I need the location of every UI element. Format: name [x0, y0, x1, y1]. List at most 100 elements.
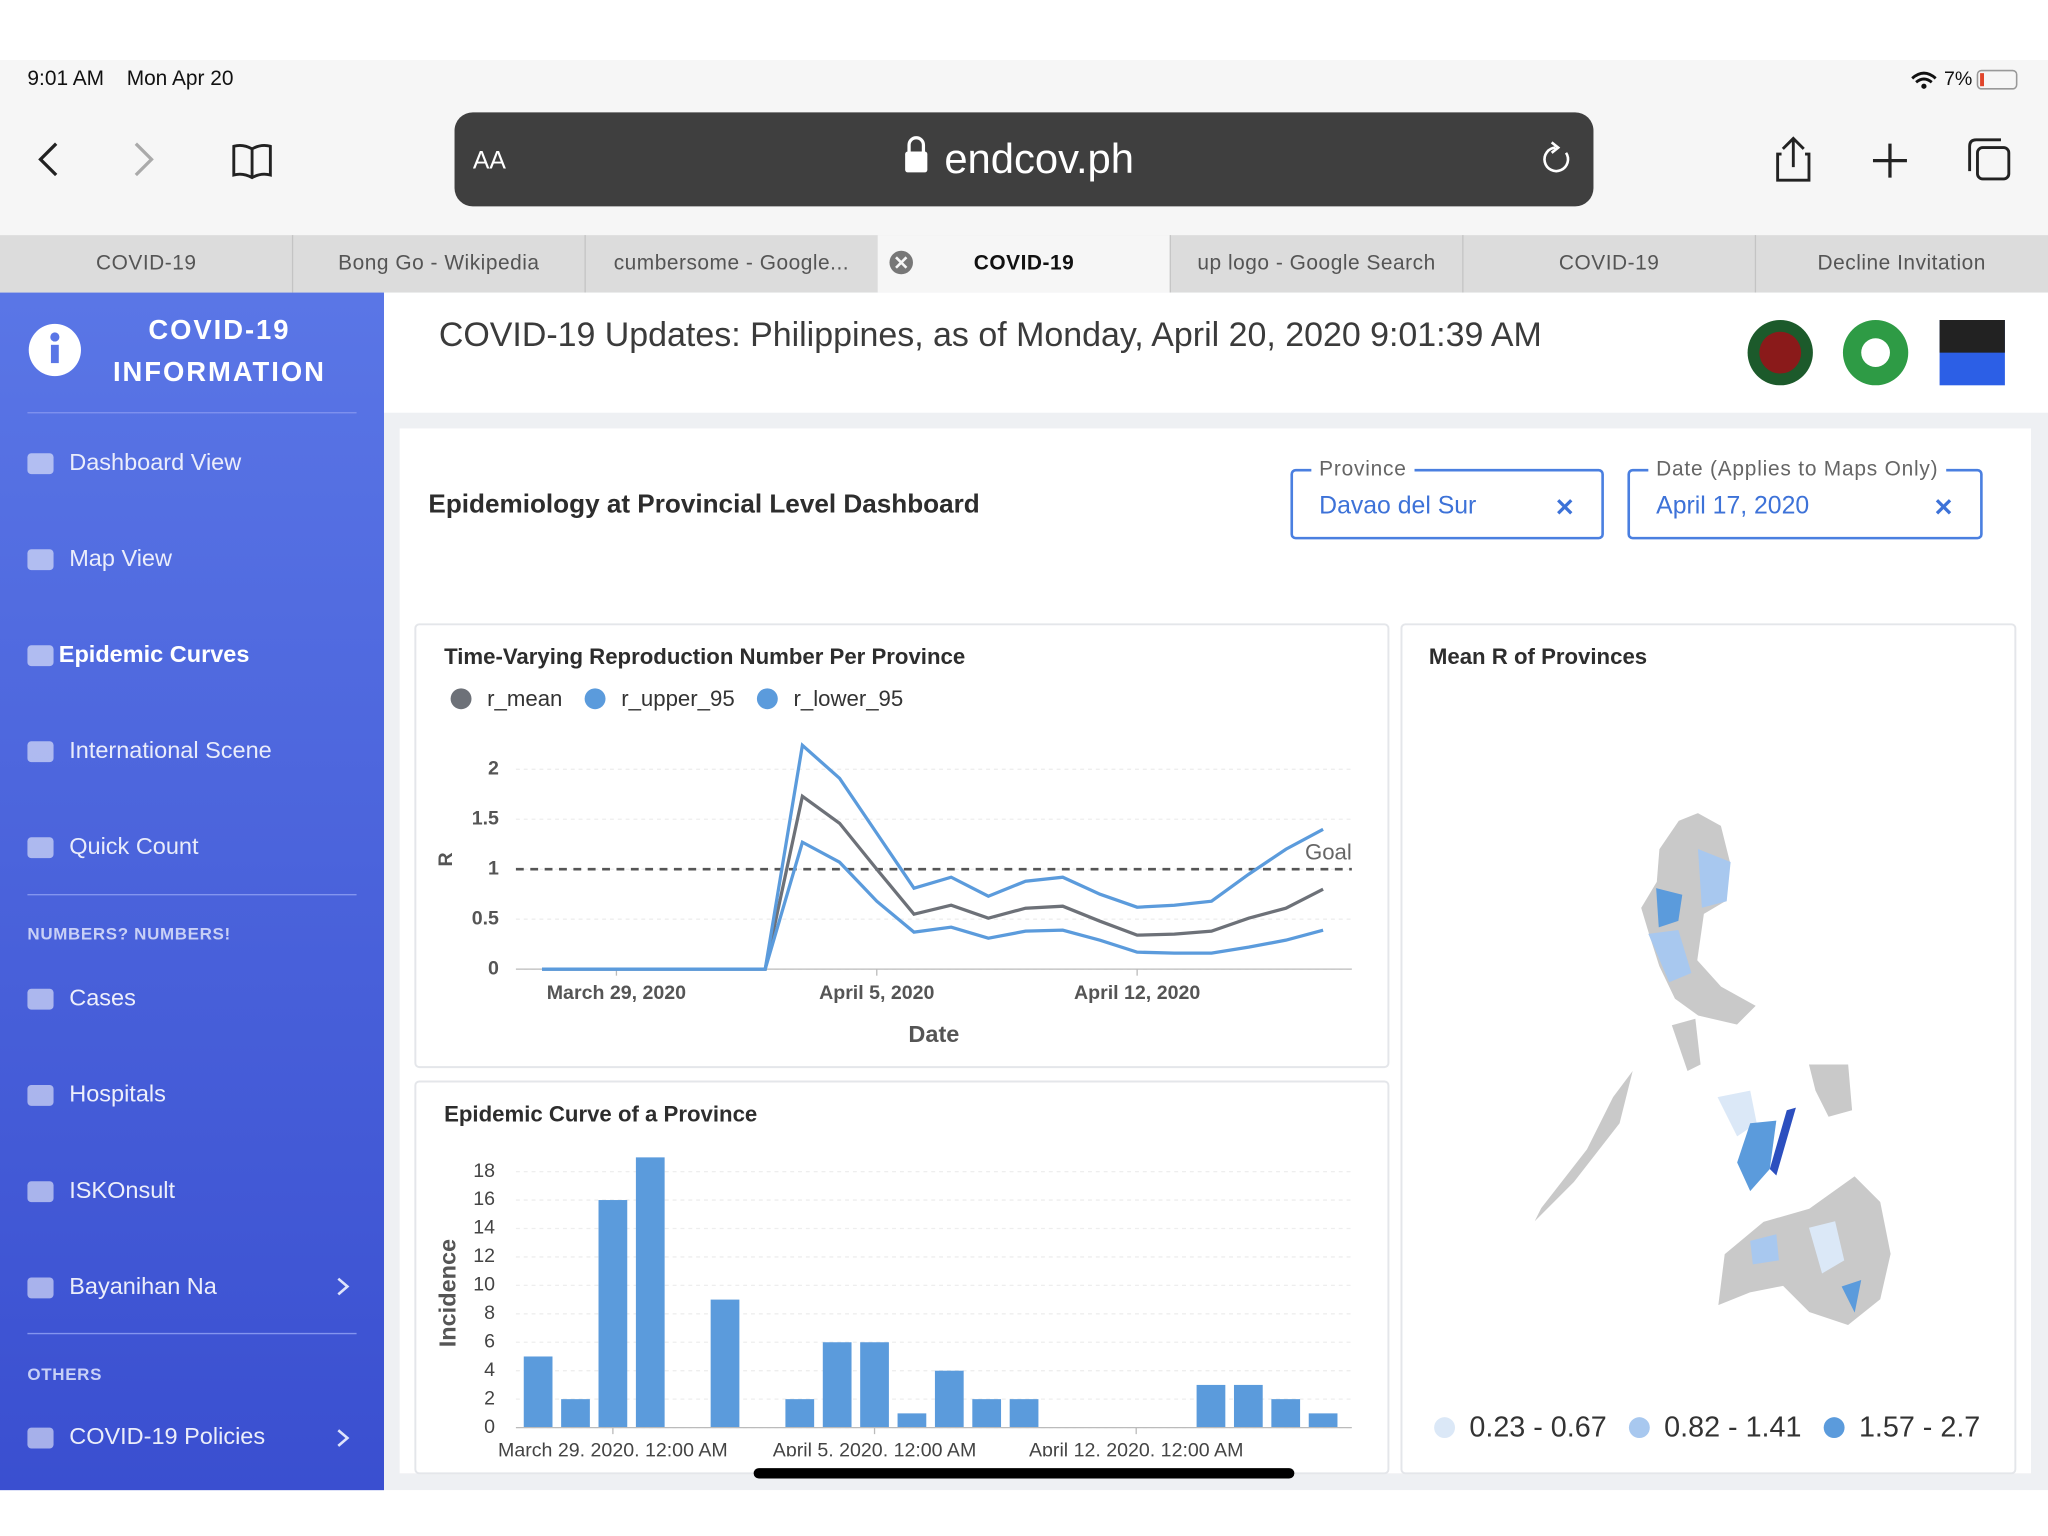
tab[interactable]: COVID-19	[1559, 251, 1659, 274]
map-region	[1750, 1234, 1779, 1265]
back-button[interactable]	[38, 142, 58, 177]
nav-icon	[27, 453, 54, 475]
filter-box[interactable]	[1290, 468, 1604, 540]
nav-item[interactable]: COVID-19 Policies	[69, 1423, 265, 1449]
forward-button[interactable]	[134, 142, 154, 177]
nav-item[interactable]: Hospitals	[69, 1081, 166, 1107]
nav-icon	[27, 741, 54, 763]
filter-clear[interactable]	[1557, 499, 1573, 515]
legend-swatch	[756, 688, 778, 710]
legend-label: 1.57 - 2.7	[1859, 1411, 1980, 1443]
tab[interactable]: COVID-19	[96, 251, 196, 274]
x-tick-label: April 5, 2020	[819, 982, 934, 1004]
bookmarks-button[interactable]	[232, 143, 272, 180]
nav-item[interactable]: Bayanihan Na	[69, 1273, 218, 1299]
y-tick-label: 4	[484, 1359, 495, 1381]
bottom-margin	[0, 1490, 2048, 1536]
nav-item[interactable]: Epidemic Curves	[59, 641, 250, 667]
tab[interactable]: COVID-19	[974, 251, 1074, 274]
info-icon-stem	[50, 344, 59, 364]
status-date: Mon Apr 20	[127, 67, 234, 90]
y-tick-label: 0	[488, 957, 499, 979]
bar	[897, 1413, 927, 1428]
bar	[561, 1399, 590, 1428]
tab[interactable]: Decline Invitation	[1818, 251, 1986, 274]
legend-label: 0.23 - 0.67	[1469, 1411, 1606, 1443]
y-tick-label: 18	[473, 1160, 495, 1182]
new-tab-button[interactable]	[1872, 143, 1907, 178]
bar	[523, 1356, 553, 1428]
wifi-icon	[1911, 71, 1937, 84]
x-tick-label: March 29, 2020, 12:00 AM	[498, 1439, 728, 1461]
lock-icon	[905, 151, 928, 173]
url[interactable]: endcov.ph	[944, 135, 1134, 182]
filter-clear[interactable]	[1935, 499, 1952, 515]
page-title: COVID-19 Updates: Philippines, as of Mon…	[439, 316, 1542, 354]
x-tick-label: April 12, 2020	[1074, 982, 1200, 1004]
tabs-button[interactable]	[1976, 146, 2011, 181]
nav-icon	[27, 1181, 54, 1203]
map-region	[1769, 1107, 1796, 1176]
nav-item[interactable]: ISKOnsult	[69, 1177, 175, 1203]
y-tick-label: 1	[488, 857, 499, 879]
bar	[785, 1399, 815, 1428]
map-region	[1841, 1280, 1862, 1313]
nav-icon	[27, 837, 54, 859]
y-tick-label: 10	[473, 1274, 495, 1296]
bar	[822, 1342, 852, 1428]
y-tick-label: 12	[473, 1245, 495, 1267]
logo-up-inner	[1759, 331, 1802, 374]
map-mindoro	[1671, 1018, 1701, 1072]
status-time: 9:01 AM	[27, 67, 104, 90]
bar	[1009, 1399, 1039, 1428]
bar	[1196, 1384, 1226, 1428]
nav-icon	[27, 988, 54, 1010]
filter-label: Province	[1319, 458, 1407, 481]
wifi-dot	[1921, 83, 1927, 89]
reload-button[interactable]	[1543, 146, 1570, 173]
chart-title: Time-Varying Reproduction Number Per Pro…	[444, 644, 965, 669]
nav-item[interactable]: Cases	[69, 984, 136, 1010]
filter-value[interactable]: April 17, 2020	[1656, 492, 1809, 519]
map-region	[1697, 848, 1731, 908]
tab[interactable]: cumbersome - Google...	[614, 251, 849, 274]
map-region	[1808, 1221, 1845, 1274]
nav-icon	[27, 1277, 54, 1299]
filter-label-bg	[1311, 459, 1415, 481]
bar	[1271, 1399, 1301, 1428]
expand-chevron[interactable]	[337, 1429, 350, 1447]
nav-icon	[27, 645, 54, 667]
map-region	[1737, 1120, 1777, 1192]
nav-icon	[27, 1084, 54, 1106]
legend-swatch	[1434, 1417, 1456, 1439]
chart-title: Mean R of Provinces	[1429, 644, 1647, 669]
y-tick-label: 0	[484, 1416, 495, 1438]
dashboard-title: Epidemiology at Provincial Level Dashboa…	[428, 488, 979, 518]
legend-label: r_mean	[487, 686, 562, 711]
address-bar[interactable]	[454, 112, 1594, 207]
tab[interactable]: up logo - Google Search	[1197, 251, 1435, 274]
filter-label-bg	[1648, 459, 1947, 481]
legend-label: 0.82 - 1.41	[1664, 1411, 1801, 1443]
expand-chevron[interactable]	[337, 1277, 350, 1296]
nav-item[interactable]: Dashboard View	[69, 449, 242, 475]
sidebar-title: COVID-19	[148, 314, 290, 345]
x-tick-label: March 29, 2020	[547, 982, 686, 1004]
info-icon-dot	[50, 332, 60, 342]
legend-swatch	[450, 688, 472, 710]
filter-value[interactable]: Davao del Sur	[1319, 492, 1476, 519]
y-axis-title: Incidence	[435, 1239, 461, 1347]
share-button[interactable]	[1776, 136, 1811, 182]
logo-noah-top	[1939, 320, 2005, 353]
tab[interactable]: Bong Go - Wikipedia	[338, 251, 539, 274]
x-tick-label: April 12, 2020, 12:00 AM	[1029, 1439, 1243, 1461]
nav-icon	[27, 549, 54, 571]
nav-item[interactable]: Quick Count	[69, 833, 199, 859]
y-tick-label: 1.5	[472, 807, 499, 829]
nav-item[interactable]: International Scene	[69, 737, 272, 763]
reader-button[interactable]: AA	[473, 148, 507, 175]
nav-item[interactable]: Map View	[69, 545, 173, 571]
nav-heading: NUMBERS? NUMBERS!	[27, 925, 230, 944]
legend-label: r_upper_95	[621, 686, 735, 711]
